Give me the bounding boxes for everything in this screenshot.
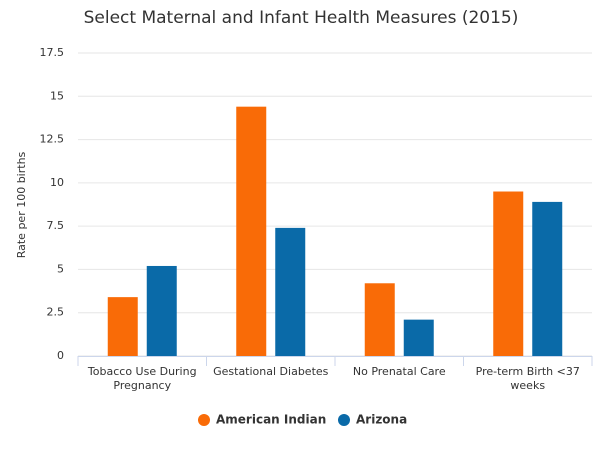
chart-title: Select Maternal and Infant Health Measur…: [84, 8, 519, 28]
y-axis-label: Rate per 100 births: [15, 151, 28, 258]
bar: [236, 106, 267, 356]
y-tick-label: 15: [50, 89, 64, 102]
bar: [364, 283, 395, 356]
bar: [532, 201, 563, 356]
x-tick-label: Pre-term Birth <37 weeks: [476, 365, 580, 392]
legend-marker: [338, 414, 350, 426]
y-tick-label: 0: [57, 349, 64, 362]
legend-label: Arizona: [356, 413, 407, 427]
y-tick-label: 10: [50, 176, 64, 189]
y-tick-label: 5: [57, 262, 64, 275]
y-tick-label: 12.5: [40, 133, 65, 146]
y-tick-label: 17.5: [40, 46, 65, 59]
bar: [107, 297, 138, 356]
x-tick-label: Gestational Diabetes: [213, 365, 329, 378]
y-tick-label: 7.5: [47, 219, 65, 232]
y-tick-label: 2.5: [47, 306, 65, 319]
x-tick-label: Tobacco Use During Pregnancy: [87, 365, 197, 392]
x-tick-label: No Prenatal Care: [353, 365, 446, 378]
bar: [493, 191, 524, 356]
bar: [275, 227, 306, 356]
legend-marker: [198, 414, 210, 426]
legend-label: American Indian: [216, 413, 326, 427]
bar: [403, 319, 434, 356]
bar: [146, 265, 177, 356]
